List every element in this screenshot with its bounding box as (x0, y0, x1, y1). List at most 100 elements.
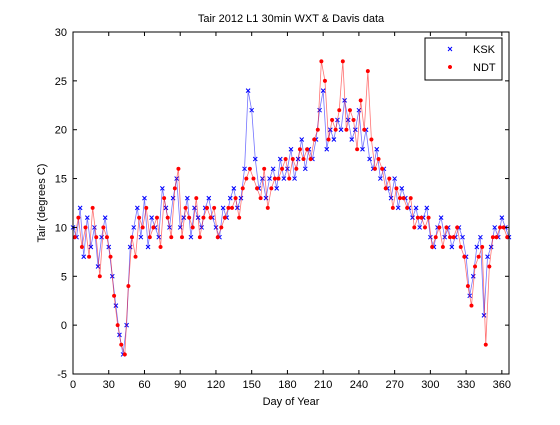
plot-frame (72, 31, 510, 375)
data-point-ndt-110 (465, 284, 470, 289)
data-point-ndt-55 (269, 186, 274, 191)
x-tick-label: 180 (278, 379, 296, 391)
data-point-ksk-17 (131, 225, 137, 230)
data-point-ndt-80 (358, 98, 363, 103)
data-point-ksk-20 (142, 195, 147, 201)
data-point-ndt-113 (476, 254, 481, 259)
data-point-ksk-40 (213, 225, 219, 230)
data-point-ksk-38 (206, 195, 212, 201)
axis-ticks: 0 30 60 90 120 150 180 210 240 270 300 330 360-50510… (55, 27, 511, 391)
data-point-ndt-95 (412, 225, 417, 230)
data-point-ndt-90 (394, 186, 399, 191)
data-point-ndt-23 (154, 215, 160, 220)
data-point-ndt-46 (237, 215, 242, 220)
data-point-ksk-9 (102, 215, 108, 221)
data-point-ndt-78 (351, 117, 356, 122)
data-point-ndt-115 (483, 342, 488, 347)
data-point-ksk-22 (149, 215, 154, 221)
y-tick-label: 10 (55, 222, 67, 234)
data-point-ksk-44 (227, 195, 233, 201)
data-point-ndt-67 (312, 137, 317, 142)
x-tick-label: 270 (385, 379, 403, 391)
data-point-ndt-3 (83, 225, 88, 230)
data-point-ndt-12 (115, 323, 120, 328)
data-point-ksk-95 (410, 215, 415, 221)
data-point-ksk-86 (377, 176, 383, 181)
data-point-ndt-51 (254, 186, 260, 191)
data-point-ndt-4 (87, 254, 92, 259)
data-point-ndt-21 (147, 235, 152, 240)
data-marks (70, 59, 512, 357)
data-point-ksk-81 (360, 146, 365, 152)
x-tick-label: 120 (207, 379, 225, 391)
x-tick-label: 90 (174, 379, 186, 391)
data-point-ndt-11 (112, 293, 117, 298)
data-point-ndt-0 (72, 235, 77, 240)
data-point-ndt-112 (472, 264, 478, 269)
legend-marker-ndt (447, 64, 453, 70)
y-tick-label: 20 (55, 125, 67, 137)
data-point-ndt-13 (119, 342, 124, 347)
data-point-ndt-54 (265, 205, 270, 210)
y-axis-label: Tair (degrees C) (36, 164, 48, 243)
data-point-ksk-49 (245, 88, 251, 93)
data-point-ksk-56 (270, 166, 276, 172)
y-tick-label: 0 (61, 320, 67, 332)
x-tick-label: 300 (421, 379, 439, 391)
data-point-ndt-28 (172, 186, 177, 191)
data-point-ksk-96 (413, 205, 419, 211)
data-point-ksk-47 (238, 195, 244, 201)
data-point-ksk-19 (138, 234, 144, 240)
data-point-ndt-69 (319, 59, 324, 64)
y-tick-label: 15 (55, 174, 67, 186)
data-point-ksk-70 (320, 88, 326, 93)
data-point-ksk-90 (392, 176, 397, 181)
data-point-ndt-19 (140, 225, 145, 230)
data-point-ksk-61 (288, 146, 294, 152)
data-point-ndt-91 (397, 196, 403, 201)
data-point-ksk-32 (185, 195, 190, 201)
data-point-ndt-25 (162, 196, 167, 201)
data-point-ksk-103 (438, 215, 444, 221)
data-point-ndt-30 (179, 235, 185, 240)
data-point-ndt-64 (301, 156, 306, 162)
data-point-ndt-63 (297, 147, 302, 152)
data-point-ksk-25 (159, 185, 165, 191)
data-point-ndt-94 (408, 196, 413, 201)
data-point-ndt-92 (401, 196, 406, 201)
data-point-ksk-100 (428, 234, 433, 240)
legend: KSK NDT (424, 37, 503, 81)
data-point-ndt-65 (305, 147, 310, 152)
data-point-ndt-114 (480, 244, 485, 250)
data-point-ndt-101 (433, 235, 438, 240)
data-point-ndt-6 (94, 235, 99, 240)
data-point-ndt-60 (287, 176, 292, 181)
data-point-ndt-33 (190, 225, 195, 230)
data-point-ksk-53 (260, 176, 265, 181)
data-point-ksk-3 (81, 254, 87, 260)
data-point-ndt-99 (426, 215, 431, 220)
data-point-ndt-116 (487, 264, 492, 269)
data-point-ndt-31 (183, 205, 188, 210)
data-point-ndt-14 (122, 352, 127, 357)
x-tick-label: 360 (493, 379, 511, 391)
data-point-ndt-49 (247, 166, 252, 171)
data-point-ksk-18 (134, 205, 140, 211)
data-point-ksk-55 (267, 176, 272, 181)
data-point-ndt-35 (197, 235, 202, 240)
data-point-ndt-70 (322, 78, 328, 83)
data-point-ndt-75 (340, 59, 345, 64)
data-point-ndt-96 (415, 215, 420, 220)
data-point-ksk-85 (374, 146, 380, 152)
data-point-ndt-73 (333, 127, 338, 132)
data-point-ndt-40 (215, 235, 220, 240)
data-point-ndt-83 (369, 137, 374, 142)
x-tick-label: 240 (350, 379, 368, 391)
data-point-ndt-36 (201, 215, 206, 220)
data-point-ndt-97 (419, 215, 424, 220)
data-point-ksk-64 (299, 137, 305, 142)
data-point-ndt-20 (144, 205, 149, 210)
data-point-ndt-24 (158, 244, 163, 250)
data-point-ndt-98 (422, 225, 428, 230)
data-point-ndt-29 (176, 166, 181, 171)
